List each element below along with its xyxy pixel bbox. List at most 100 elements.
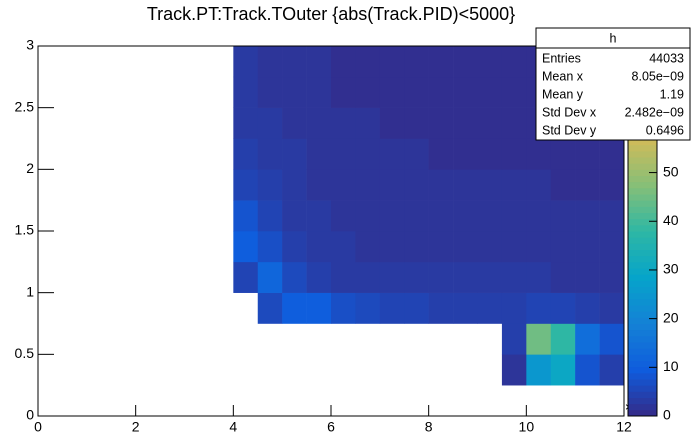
cell <box>404 107 429 139</box>
colorbar-band <box>628 397 657 405</box>
cell <box>306 138 332 170</box>
cell <box>38 77 63 108</box>
cell <box>599 231 625 263</box>
cell <box>38 354 63 385</box>
cell <box>551 385 576 416</box>
cell <box>111 262 136 293</box>
cell <box>306 76 332 108</box>
cell <box>233 324 258 355</box>
cell <box>209 231 234 262</box>
cell <box>599 261 625 293</box>
cell <box>87 231 112 262</box>
cell <box>331 76 356 108</box>
colorbar-band <box>628 323 657 331</box>
colorbar-band <box>628 255 657 263</box>
cell <box>87 324 112 355</box>
colorbar-band <box>628 175 657 183</box>
colorbar-band <box>628 218 657 226</box>
cell <box>428 169 454 201</box>
cell <box>160 200 185 231</box>
cell <box>501 200 527 232</box>
cell <box>501 138 527 170</box>
cell <box>160 231 185 262</box>
y-tick-label: 3 <box>26 37 34 53</box>
cell <box>355 324 380 355</box>
cell <box>453 46 478 78</box>
cell <box>477 76 503 108</box>
cell <box>355 138 381 170</box>
cell <box>599 200 625 232</box>
cell <box>575 200 600 232</box>
y-tick-label: 0 <box>26 407 34 423</box>
cell <box>379 169 405 201</box>
cell <box>111 200 136 231</box>
cell <box>62 77 87 108</box>
cell <box>428 231 454 263</box>
cell <box>379 138 405 170</box>
cell <box>136 77 161 108</box>
cell <box>87 262 112 293</box>
cell <box>550 323 576 355</box>
cell <box>404 385 429 416</box>
cell <box>404 292 429 324</box>
cell <box>185 77 210 108</box>
cell <box>453 76 478 108</box>
cell <box>209 262 234 293</box>
cell <box>38 293 63 324</box>
cell <box>501 107 527 139</box>
cell <box>575 354 600 386</box>
cell <box>185 139 210 170</box>
cell <box>306 107 332 139</box>
cell <box>404 200 429 232</box>
cell <box>331 292 356 324</box>
cell <box>111 46 136 77</box>
cell <box>209 293 234 324</box>
colorbar-band <box>628 385 657 392</box>
cell <box>282 169 307 201</box>
cell <box>257 200 283 232</box>
cell <box>62 200 87 231</box>
cell <box>136 354 161 385</box>
cell <box>136 108 161 139</box>
cell <box>404 231 429 263</box>
cell <box>379 76 405 108</box>
colorbar-band <box>628 237 657 244</box>
x-tick-label: 2 <box>132 419 140 435</box>
cell <box>331 138 356 170</box>
cell <box>526 323 552 355</box>
cell <box>62 262 87 293</box>
cell <box>111 385 136 416</box>
cell <box>477 261 503 293</box>
z-tick-label: 10 <box>663 358 679 374</box>
colorbar-band <box>628 354 657 361</box>
cell <box>282 46 307 78</box>
cell <box>62 385 87 416</box>
colorbar-band <box>628 194 657 201</box>
cell <box>599 323 625 355</box>
cell <box>428 138 454 170</box>
cell <box>550 200 576 232</box>
cell <box>404 138 429 170</box>
cell <box>209 354 234 385</box>
cell <box>428 292 454 324</box>
cell <box>38 385 63 416</box>
cell <box>306 231 332 263</box>
cell <box>38 262 63 293</box>
cell <box>282 354 307 385</box>
cell <box>111 231 136 262</box>
cell <box>379 200 405 232</box>
cell <box>355 292 381 324</box>
cell <box>233 138 259 170</box>
cell <box>209 385 234 416</box>
cell <box>62 108 87 139</box>
cell <box>380 354 405 385</box>
cell <box>62 169 87 200</box>
cell <box>160 385 185 416</box>
cell <box>282 385 307 416</box>
stats-label: Std Dev y <box>542 123 597 137</box>
colorbar-band <box>628 391 657 398</box>
stats-value: 0.6496 <box>646 123 684 137</box>
cell <box>160 46 185 77</box>
z-tick-label: 30 <box>663 261 679 277</box>
cell <box>575 385 600 416</box>
